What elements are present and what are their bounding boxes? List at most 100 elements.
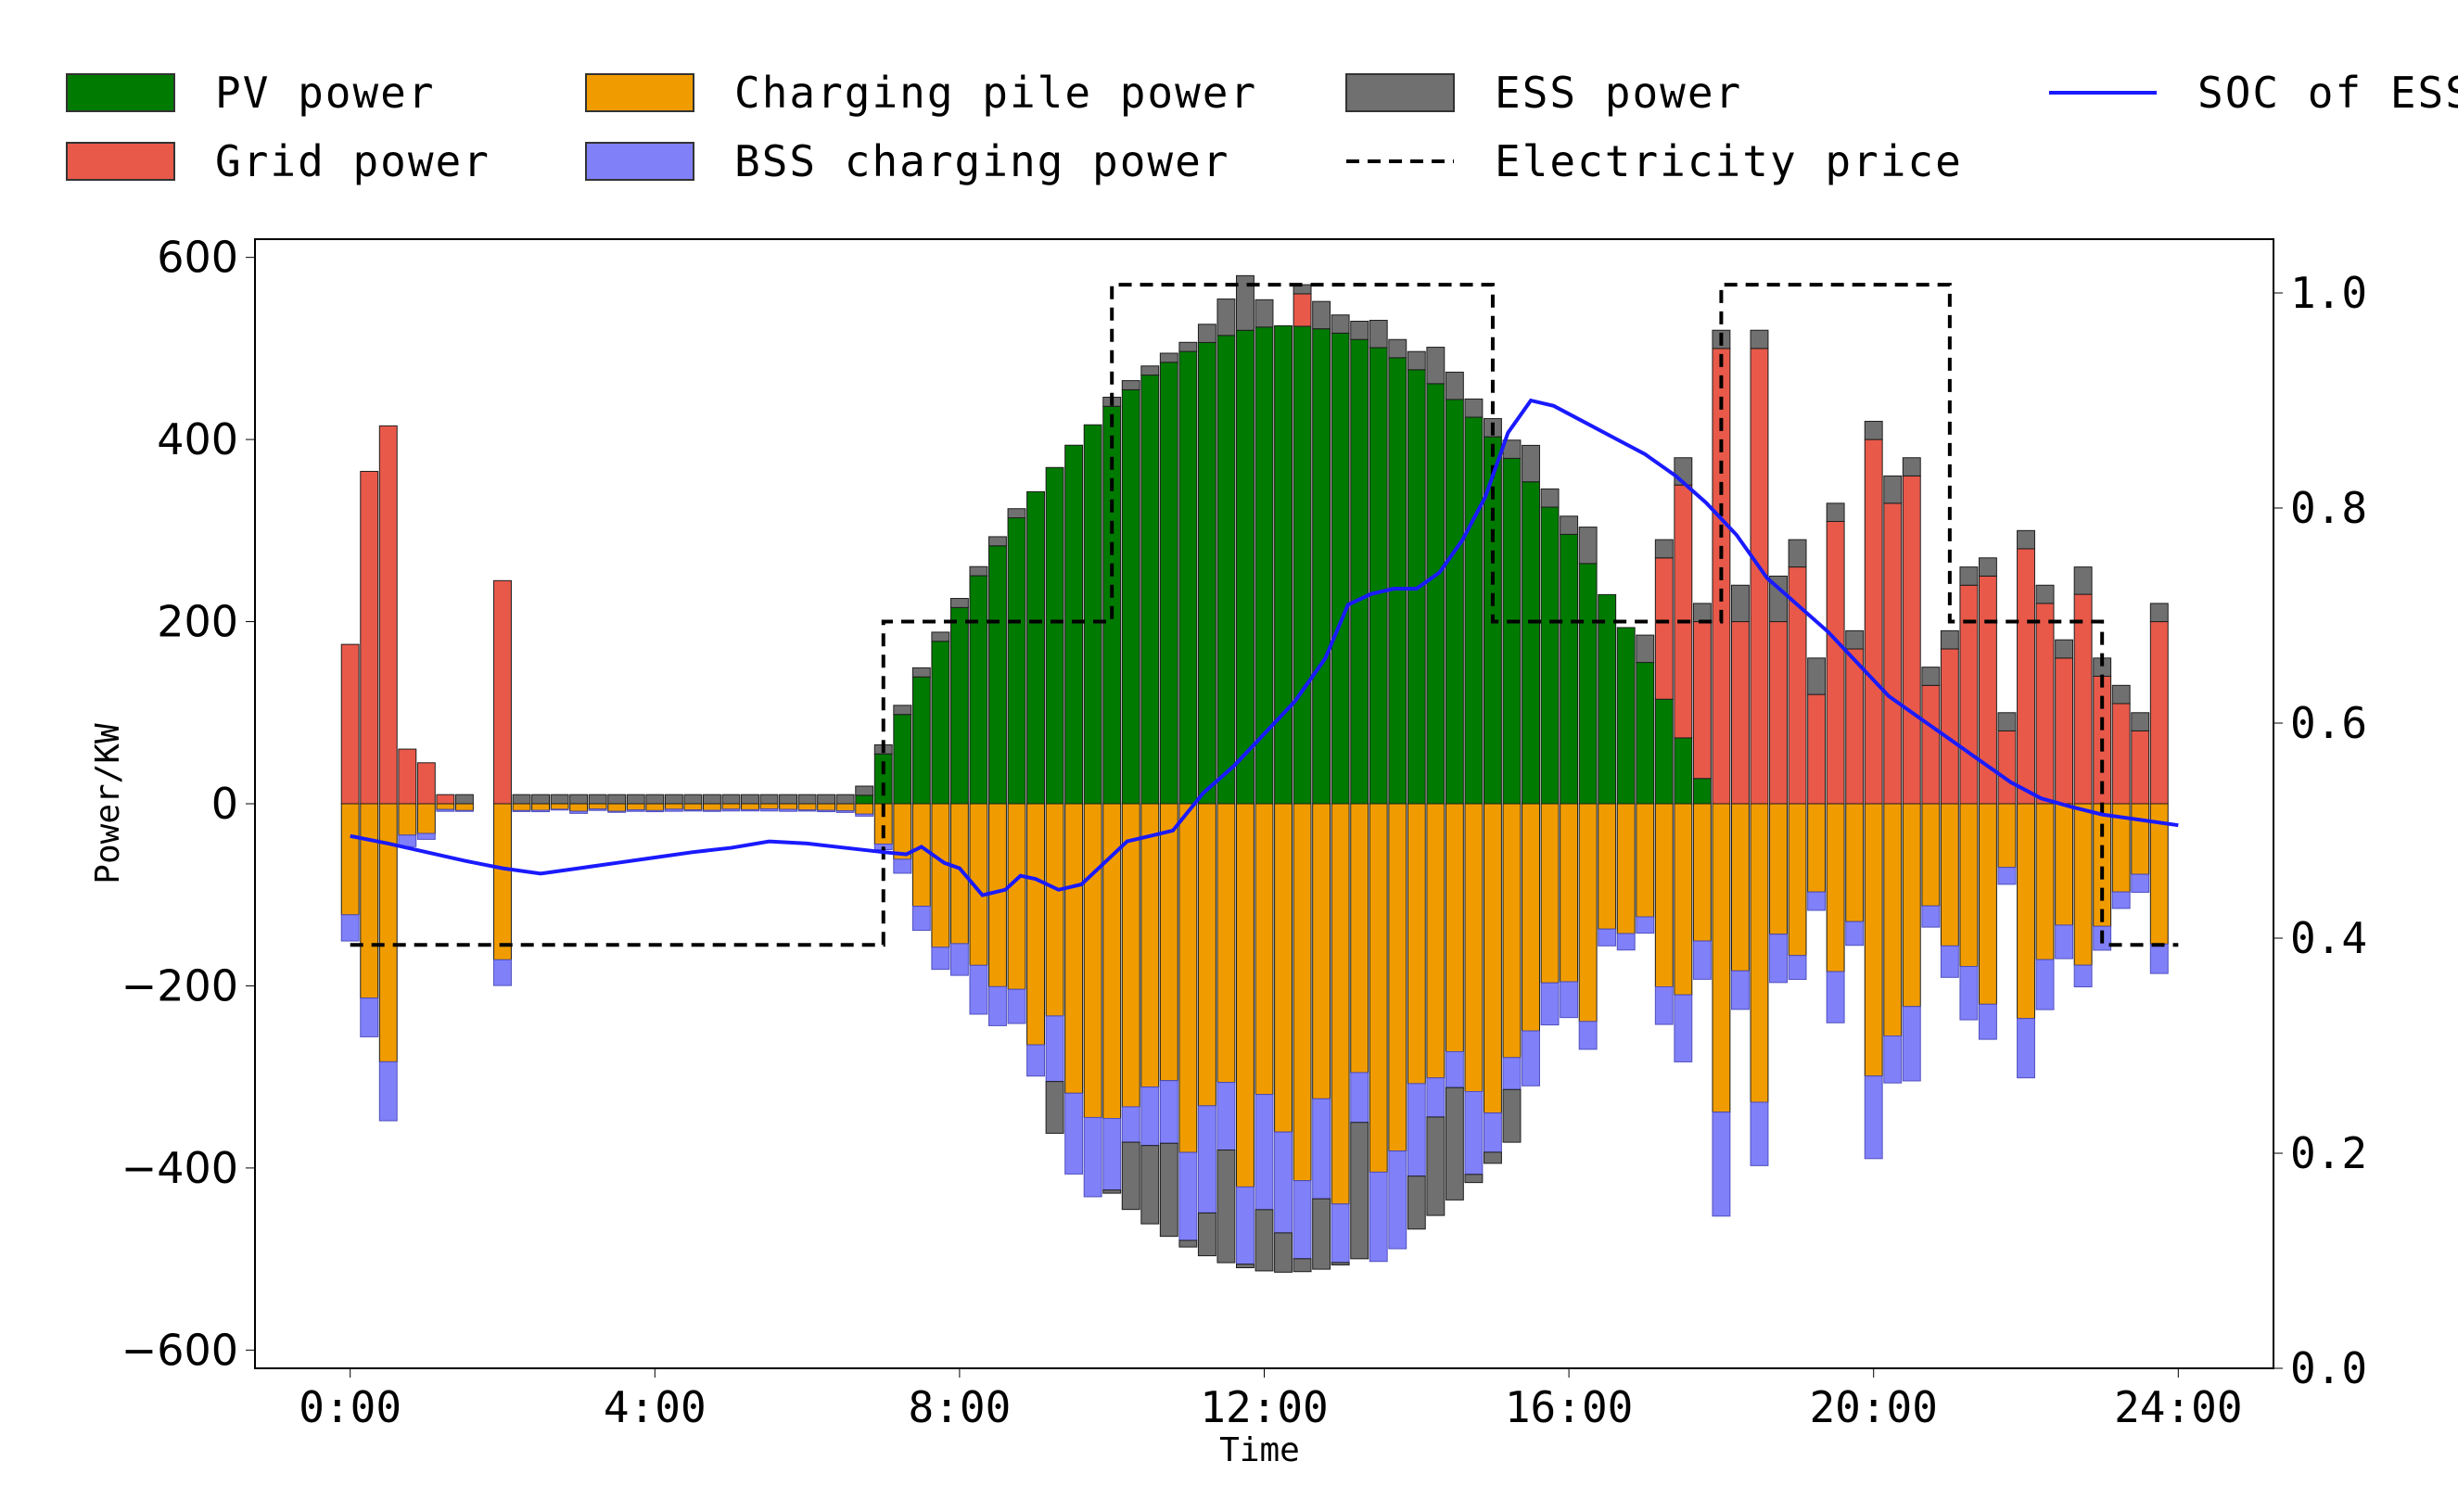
bar-pile	[2131, 803, 2150, 875]
bars-layer	[340, 274, 2169, 1273]
bar-pv	[1636, 662, 1655, 805]
bar-bss	[797, 809, 817, 812]
bar-ess	[969, 565, 988, 577]
bar-pv	[969, 575, 988, 805]
bar-ess	[835, 794, 855, 805]
bar-bss	[1864, 1075, 1883, 1160]
legend: PV power Grid power Charging pile power BSS…	[66, 68, 2458, 186]
bar-bss	[454, 809, 474, 812]
bar-bss	[1692, 940, 1712, 980]
bar-bss	[1522, 1030, 1540, 1086]
bar-ess	[1216, 299, 1236, 337]
bar-ess	[1692, 603, 1712, 623]
bar-pv	[1045, 466, 1064, 805]
bar-pile	[2017, 803, 2035, 1020]
bar-pile	[1730, 803, 1750, 972]
bar-bss	[569, 810, 589, 814]
bar-bss	[1178, 1151, 1198, 1241]
bar-grid	[1807, 693, 1827, 805]
bar-pile	[1750, 803, 1769, 1103]
bar-ess	[1978, 557, 1997, 577]
bar-ess	[645, 794, 665, 805]
bar-ess	[588, 794, 607, 805]
bar-pile	[626, 803, 645, 811]
axes-layer: 0:00 4:00 8:00 12:00 16:00 20:00 24:00 600 400 20…	[89, 233, 2367, 1469]
bar-ess	[2149, 603, 2169, 623]
bar-pile	[1026, 803, 1045, 1046]
bar-bss	[988, 985, 1007, 1026]
bar-pv	[1178, 350, 1198, 805]
bar-pv	[1293, 325, 1312, 805]
bar-bss	[1560, 981, 1579, 1019]
bar-bss	[1674, 994, 1693, 1062]
bar-bss	[1616, 933, 1636, 951]
bar-grid	[1940, 648, 1959, 805]
bar-ess	[911, 667, 931, 678]
bar-ess	[1445, 371, 1464, 400]
bar-ess	[1140, 365, 1160, 376]
bar-bss	[416, 832, 436, 840]
bar-pile	[1178, 803, 1198, 1153]
bar-bss	[835, 810, 855, 813]
bar-pile	[340, 803, 360, 916]
bar-pv	[1578, 563, 1598, 805]
bar-ess	[702, 794, 721, 805]
bar-pile	[988, 803, 1007, 987]
bar-bss	[1902, 1006, 1921, 1082]
y-tick-label: −400	[121, 1143, 238, 1193]
bar-bss	[1845, 921, 1865, 947]
legend-label-soc: SOC of ESS	[2197, 68, 2458, 118]
bar-ess	[1864, 420, 1883, 440]
bar-pile	[1254, 803, 1274, 1096]
bar-grid	[360, 470, 379, 805]
y2-tick-label: 0.8	[2290, 483, 2367, 533]
bar-bss	[1254, 1094, 1274, 1211]
bar-ess	[1121, 380, 1140, 390]
bar-bss	[1312, 1098, 1331, 1200]
bar-pile	[1331, 803, 1350, 1205]
bar-pile	[2055, 803, 2074, 926]
bar-bss	[2017, 1018, 2035, 1079]
bar-pile	[2035, 803, 2055, 960]
bar-bss	[1654, 986, 1674, 1025]
bar-pile	[398, 803, 417, 836]
bar-pile	[454, 803, 474, 811]
bar-bss	[1730, 970, 1750, 1010]
y-tick-label: 0	[211, 779, 238, 829]
bar-grid	[1293, 293, 1312, 327]
y-tick-label: −200	[121, 960, 238, 1010]
bar-pile	[493, 803, 512, 960]
bar-ess-charge	[1445, 1086, 1464, 1201]
legend-label-pile: Charging pile power	[734, 68, 1257, 118]
bar-ess	[1940, 629, 1959, 650]
bar-pv	[911, 676, 931, 805]
bar-ess	[1197, 324, 1216, 343]
bar-pile	[1902, 803, 1921, 1008]
bar-pv	[873, 753, 893, 805]
bar-bss	[931, 947, 950, 971]
bar-grid	[2111, 703, 2131, 805]
x-tick-label: 4:00	[604, 1382, 707, 1432]
bar-ess-charge	[1140, 1145, 1160, 1225]
bar-grid	[416, 762, 436, 805]
bar-grid	[1959, 584, 1979, 805]
x-tick-label: 12:00	[1200, 1382, 1328, 1432]
bar-bss	[1274, 1131, 1293, 1234]
bar-ess-charge	[1178, 1239, 1198, 1248]
bar-ess-charge	[1293, 1258, 1312, 1273]
bar-pile	[512, 803, 531, 811]
bar-bss	[683, 809, 703, 812]
bar-grid	[2017, 548, 2035, 805]
bar-bss	[1959, 966, 1979, 1021]
bar-bss	[2035, 959, 2055, 1010]
bar-grid	[1674, 484, 1693, 739]
bar-ess	[1464, 398, 1484, 418]
bar-pile	[436, 803, 455, 810]
bar-bss	[1540, 982, 1560, 1026]
legend-label-ess: ESS power	[1495, 68, 1742, 118]
bar-pile	[1197, 803, 1216, 1107]
bar-ess	[949, 598, 969, 608]
bar-ess	[550, 794, 569, 805]
bar-ess	[531, 794, 551, 805]
bar-pile	[1045, 803, 1064, 1017]
